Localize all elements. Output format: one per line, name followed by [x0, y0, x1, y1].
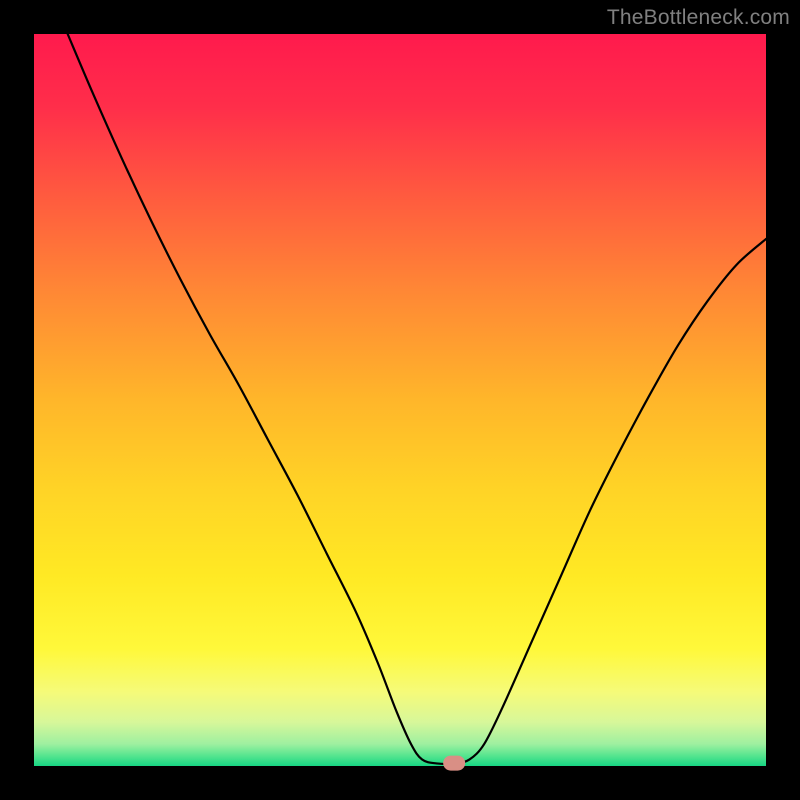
watermark-text: TheBottleneck.com: [607, 6, 790, 30]
plot-background: [34, 34, 766, 766]
minimum-marker: [444, 756, 465, 770]
chart-container: TheBottleneck.com: [0, 0, 800, 800]
bottleneck-chart: [0, 0, 800, 800]
